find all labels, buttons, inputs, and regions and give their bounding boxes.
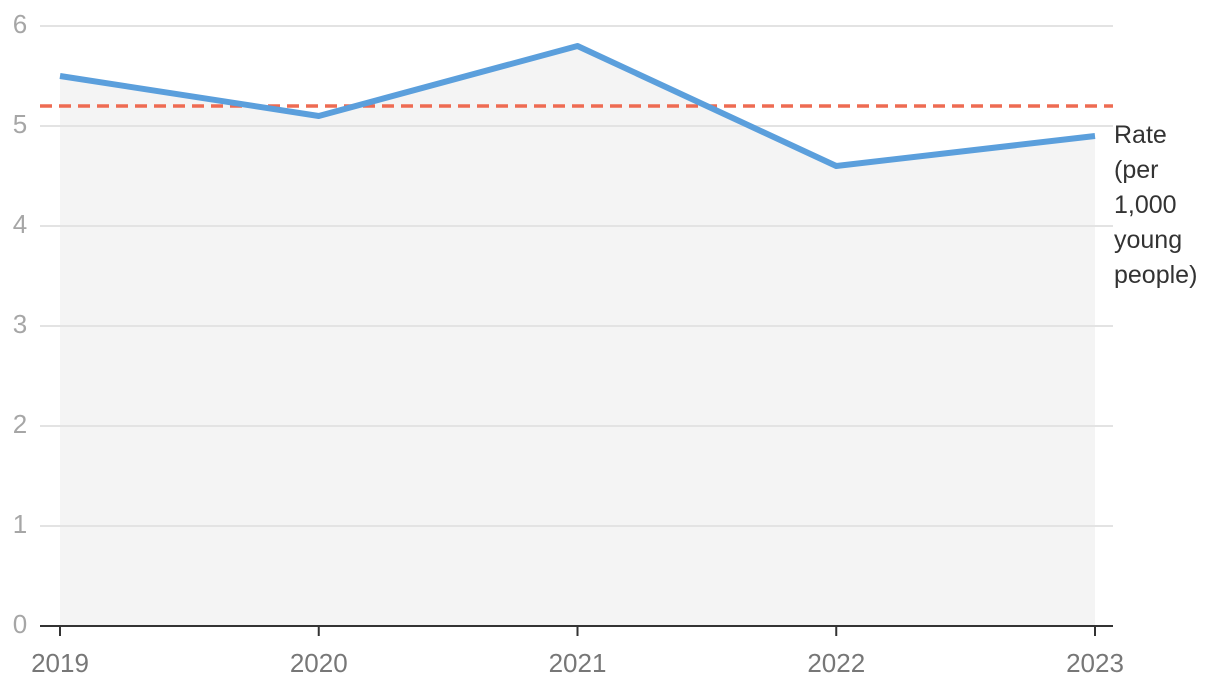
y-tick-label: 5 [13,109,27,139]
x-tick-label: 2021 [549,648,607,678]
area [60,46,1095,626]
x-tick-label: 2023 [1066,648,1124,678]
line [59,43,1096,169]
x-tick-label: 2019 [31,648,89,678]
y-tick-label: 6 [13,9,27,39]
y-tick-label: 2 [13,409,27,439]
y-tick-label: 0 [13,609,27,639]
x-tick-label: 2022 [807,648,865,678]
series-label: Rate (per 1,000 young people) [1114,121,1198,289]
y-tick-label: 4 [13,209,27,239]
y-tick-label: 1 [13,509,27,539]
y-tick-label: 3 [13,309,27,339]
x-tick-label: 2020 [290,648,348,678]
